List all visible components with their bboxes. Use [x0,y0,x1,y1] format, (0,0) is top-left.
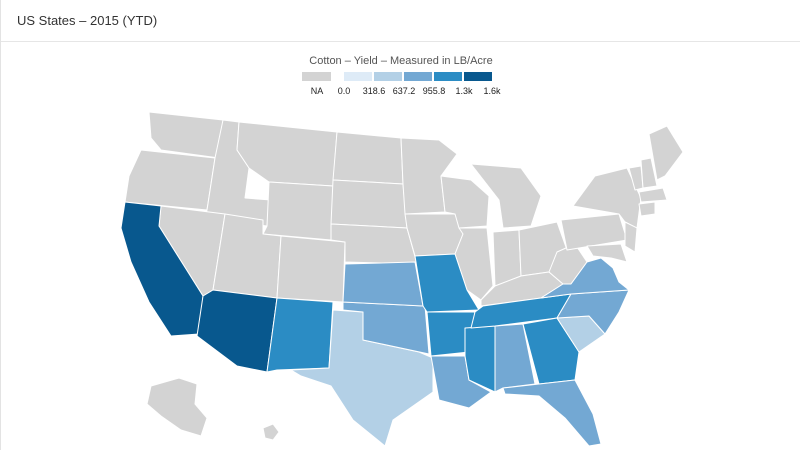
state-washington[interactable] [148,111,224,159]
state-maryland[interactable] [586,243,628,263]
state-connecticut[interactable] [638,201,656,217]
state-georgia[interactable] [522,317,580,385]
state-oregon[interactable] [124,149,216,211]
legend-title: Cotton – Yield – Measured in LB/Acre [309,55,493,67]
state-new-hampshire[interactable] [640,157,658,189]
legend-break-label: 1.6k [483,86,501,96]
state-california[interactable] [120,201,204,337]
state-michigan[interactable] [470,163,542,229]
state-wyoming[interactable] [262,181,334,241]
state-new-jersey[interactable] [624,221,638,253]
state-south-dakota[interactable] [330,179,408,229]
legend-break-label: 637.2 [392,86,416,96]
legend-break-label: 318.6 [362,86,386,96]
state-massachusetts[interactable] [638,187,668,203]
state-montana[interactable] [236,121,338,187]
state-colorado[interactable] [276,235,346,303]
state-virginia[interactable] [540,257,630,299]
state-maine[interactable] [648,125,684,181]
state-alaska[interactable] [146,377,208,437]
state-hawaii[interactable] [262,423,280,441]
legend-break-label: 0.0 [337,86,351,96]
state-new-york[interactable] [572,167,642,229]
state-arizona[interactable] [196,289,278,373]
legend-swatch-3 [404,72,432,81]
state-wisconsin[interactable] [440,175,490,229]
legend-swatch-1 [344,72,372,81]
state-kansas[interactable] [342,261,424,307]
state-new-mexico[interactable] [266,297,334,373]
legend-label-na: NA [310,86,324,96]
legend-swatch-na [302,72,331,81]
state-north-dakota[interactable] [332,131,404,185]
legend-swatch-5 [464,72,492,81]
legend-swatch-2 [374,72,402,81]
state-iowa[interactable] [404,213,464,257]
valued-states-group [120,201,630,447]
legend-break-label: 1.3k [455,86,473,96]
legend-swatch-4 [434,72,462,81]
legend-break-label: 955.8 [422,86,446,96]
panel-title: US States – 2015 (YTD) [1,0,800,42]
state-florida[interactable] [502,379,602,447]
